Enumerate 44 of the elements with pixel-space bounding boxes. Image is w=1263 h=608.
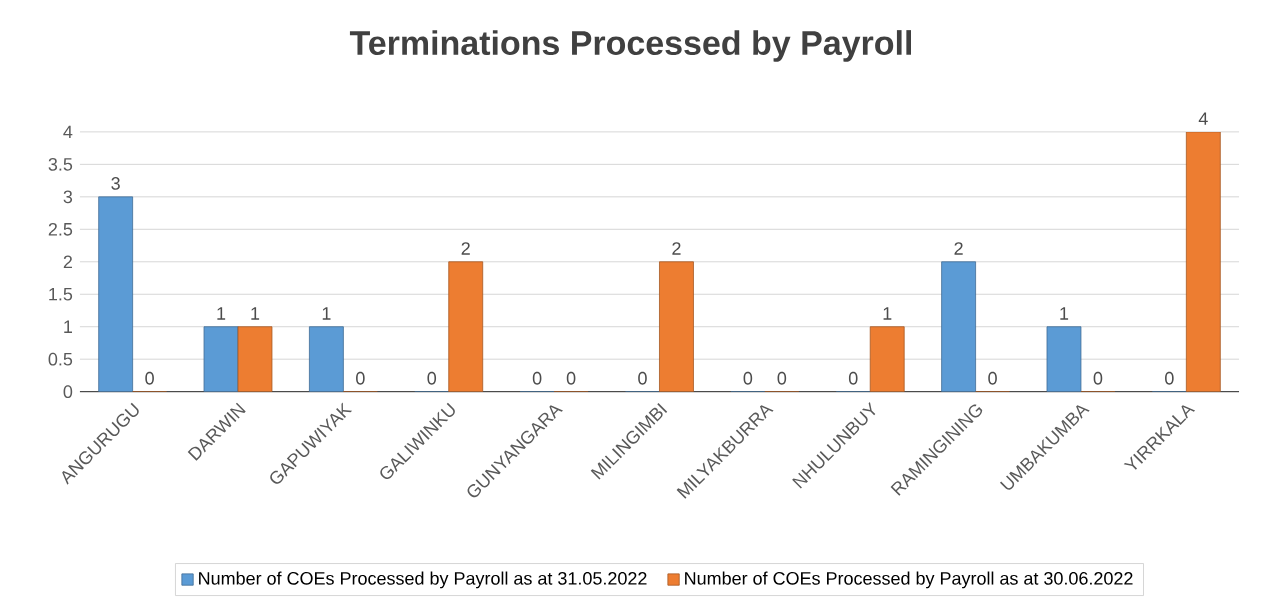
data-label: 0 bbox=[1093, 372, 1103, 385]
data-label: 0 bbox=[848, 372, 858, 385]
y-tick-label: 3.5 bbox=[48, 158, 73, 171]
data-label: 1 bbox=[322, 307, 331, 320]
data-label: 0 bbox=[145, 372, 154, 385]
data-label: 0 bbox=[532, 372, 542, 385]
data-label: 0 bbox=[356, 372, 365, 385]
data-label: 0 bbox=[427, 372, 437, 385]
data-label: 2 bbox=[461, 242, 470, 255]
bar bbox=[237, 326, 273, 392]
bar bbox=[869, 326, 905, 392]
data-label: 1 bbox=[1060, 307, 1069, 320]
y-tick-label: 4 bbox=[63, 125, 73, 139]
data-label: 0 bbox=[777, 372, 787, 385]
y-tick-label: 0 bbox=[63, 385, 73, 399]
y-tick-label: 1 bbox=[64, 320, 72, 334]
bar bbox=[1185, 132, 1221, 392]
data-label: 0 bbox=[566, 372, 576, 385]
bar bbox=[203, 326, 239, 392]
bar bbox=[448, 261, 484, 392]
legend-label: Number of COEs Processed by Payroll as at 31.05.2022 bbox=[199, 571, 647, 589]
bar bbox=[659, 261, 694, 392]
data-label: 1 bbox=[883, 307, 892, 320]
y-tick-label: 0.5 bbox=[48, 353, 73, 366]
data-label: 2 bbox=[954, 242, 963, 255]
data-label: 1 bbox=[251, 307, 260, 320]
y-tick-label: 2.5 bbox=[48, 223, 73, 236]
y-tick-label: 1.5 bbox=[49, 288, 73, 301]
y-tick-label: 2 bbox=[63, 255, 72, 269]
data-label: 0 bbox=[1165, 372, 1174, 385]
y-tick-label: 3 bbox=[63, 190, 73, 204]
bar bbox=[941, 261, 976, 392]
data-label: 4 bbox=[1198, 112, 1208, 126]
data-label: 0 bbox=[988, 372, 997, 385]
data-label: 2 bbox=[672, 242, 681, 255]
bar bbox=[98, 196, 134, 392]
bar bbox=[1046, 326, 1082, 392]
legend-label: Number of COEs Processed by Payroll as at 30.06.2022 bbox=[685, 571, 1133, 589]
data-label: 0 bbox=[638, 372, 647, 385]
data-label: 1 bbox=[217, 307, 226, 320]
chart-title: Terminations Processed by Payroll bbox=[349, 30, 912, 63]
data-label: 0 bbox=[743, 372, 753, 385]
data-label: 3 bbox=[111, 177, 120, 191]
bar bbox=[309, 326, 344, 392]
